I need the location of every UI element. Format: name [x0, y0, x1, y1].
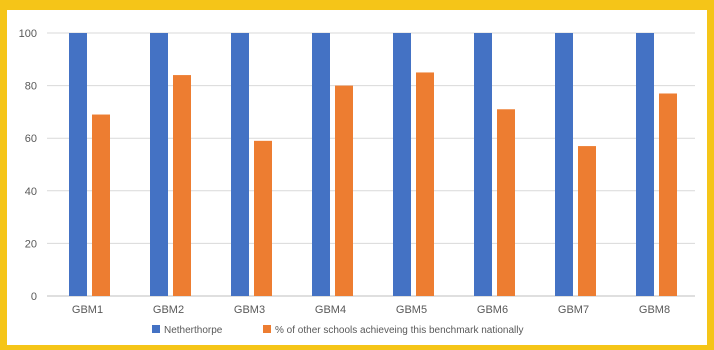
x-tick-label: GBM8: [639, 304, 670, 316]
x-axis-ticks: GBM1 GBM2 GBM3 GBM4 GBM5 GBM6 GBM7 GBM8: [72, 304, 670, 316]
gridlines: [47, 32, 695, 297]
bar-gbm5-series-2: [416, 72, 434, 296]
y-tick-label: 20: [25, 238, 37, 250]
bar-gbm3-series-1: [231, 33, 249, 296]
bar-gbm8-series-1: [636, 33, 654, 296]
bar-gbm2-series-2: [173, 75, 191, 296]
bar-gbm1-series-1: [69, 33, 87, 296]
bar-gbm7-series-1: [555, 33, 573, 296]
x-tick-label: GBM6: [477, 304, 508, 316]
legend: Netherthorpe % of other schools achievein…: [152, 325, 523, 336]
y-tick-label: 80: [25, 81, 37, 93]
bar-gbm8-series-2: [659, 93, 677, 297]
x-tick-label: GBM3: [234, 304, 265, 316]
bar-gbm6-series-2: [497, 109, 515, 297]
x-tick-label: GBM7: [558, 304, 589, 316]
bar-gbm1-series-2: [92, 114, 110, 296]
bar-gbm4-series-1: [312, 33, 330, 296]
bar-gbm6-series-1: [474, 33, 492, 296]
legend-swatch-1: [152, 325, 160, 333]
x-tick-label: GBM5: [396, 304, 427, 316]
x-tick-label: GBM2: [153, 304, 184, 316]
chart-panel: 0 20 40 60 80 100 GBM1 GBM2 GBM3 GBM4 GBM5 GBM6 GBM…: [7, 10, 707, 345]
bar-gbm4-series-2: [335, 85, 353, 296]
bar-gbm3-series-2: [254, 140, 272, 296]
legend-swatch-2: [263, 325, 271, 333]
y-tick-label: 0: [31, 291, 37, 303]
y-tick-label: 60: [25, 133, 37, 145]
y-tick-label: 40: [25, 186, 37, 198]
bar-gbm2-series-1: [150, 33, 168, 296]
x-tick-label: GBM1: [72, 304, 103, 316]
bar-gbm5-series-1: [393, 33, 411, 296]
legend-label-2: % of other schools achieveing this bench…: [275, 325, 523, 336]
y-tick-label: 100: [19, 28, 37, 40]
y-axis-ticks: 0 20 40 60 80 100: [19, 28, 37, 303]
bar-gbm7-series-2: [578, 146, 596, 296]
x-tick-label: GBM4: [315, 304, 346, 316]
bars: [69, 33, 677, 297]
legend-label-1: Netherthorpe: [164, 325, 223, 336]
